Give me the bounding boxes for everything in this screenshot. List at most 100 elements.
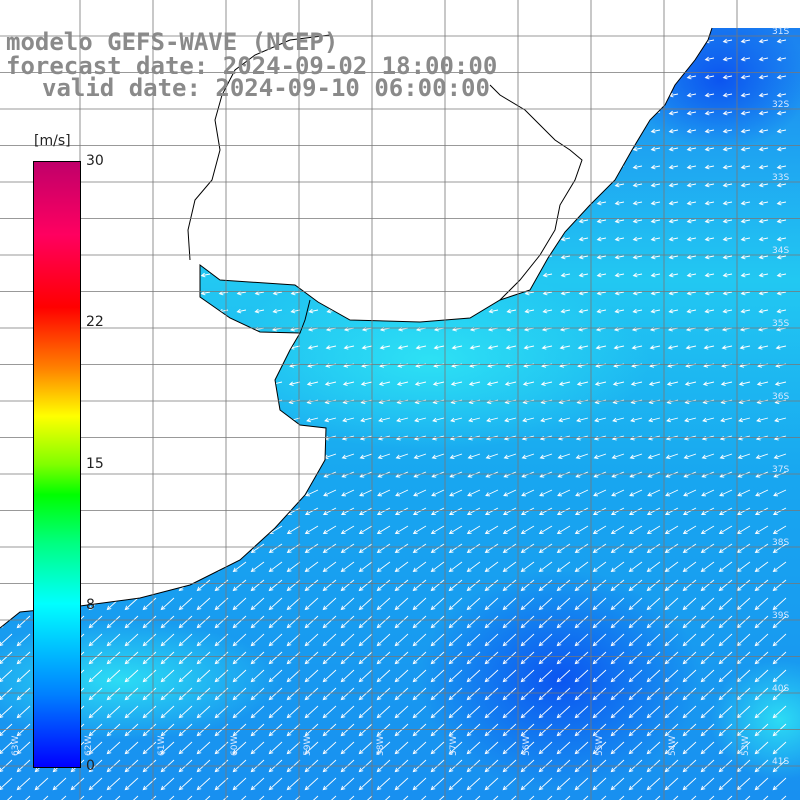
wind-arrow	[758, 182, 769, 188]
wind-arrow	[484, 579, 499, 592]
wind-arrow	[107, 435, 121, 441]
wind-arrow	[286, 741, 301, 755]
wind-arrow	[686, 290, 697, 296]
wind-arrow	[703, 345, 715, 350]
wind-arrow	[484, 561, 499, 572]
wind-arrow	[449, 453, 463, 460]
wind-arrow	[416, 218, 427, 224]
wind-arrow	[630, 381, 643, 386]
longitude-label: 55W	[595, 736, 605, 756]
wind-arrow	[340, 615, 355, 629]
wind-arrow	[253, 345, 265, 350]
wind-arrow	[772, 615, 787, 629]
wind-arrow	[466, 633, 481, 647]
wind-arrow	[700, 579, 715, 592]
wind-arrow	[646, 705, 661, 719]
wind-arrow	[232, 525, 247, 534]
wind-arrow	[412, 705, 427, 719]
wind-arrow	[322, 633, 337, 647]
wind-arrow	[556, 507, 571, 516]
wind-arrow	[538, 579, 553, 592]
wind-arrow	[610, 579, 625, 592]
wind-arrow	[110, 254, 121, 260]
wind-arrow	[772, 741, 787, 755]
wind-arrow	[718, 777, 733, 791]
wind-arrow	[448, 651, 463, 665]
wind-arrow	[340, 741, 355, 755]
wind-arrow	[647, 489, 661, 497]
wind-arrow	[128, 218, 139, 224]
wind-arrow	[776, 56, 787, 62]
wind-arrow	[718, 615, 733, 629]
wind-arrow	[614, 218, 625, 224]
wind-arrow	[182, 164, 193, 170]
wind-arrow	[232, 705, 247, 719]
wind-arrow	[452, 308, 463, 314]
wind-arrow	[196, 633, 211, 647]
wind-arrow	[377, 489, 391, 497]
wind-arrow	[722, 128, 733, 134]
colorbar-tick-label: 30	[86, 153, 104, 169]
wind-arrow	[758, 56, 769, 62]
wind-arrow	[376, 705, 391, 719]
wind-arrow	[686, 164, 697, 170]
wind-arrow	[217, 345, 229, 350]
wind-arrow	[434, 254, 445, 260]
wind-arrow	[146, 254, 157, 260]
wind-arrow	[432, 381, 445, 386]
wind-arrow	[704, 74, 715, 80]
wind-arrow	[290, 290, 301, 296]
wind-arrow	[538, 561, 553, 572]
wind-arrow	[2, 308, 13, 314]
wind-arrow	[718, 741, 733, 755]
wind-arrow	[16, 669, 31, 683]
wind-arrow	[232, 561, 247, 572]
wind-arrow	[430, 633, 445, 647]
wind-arrow	[161, 435, 175, 441]
wind-arrow	[484, 795, 499, 800]
wind-arrow	[758, 146, 769, 152]
wind-arrow	[610, 777, 625, 791]
wind-arrow	[395, 489, 409, 497]
wind-arrow	[668, 146, 679, 152]
wind-arrow	[124, 669, 139, 683]
wind-arrow	[322, 705, 337, 719]
wind-arrow	[646, 633, 661, 647]
wind-arrow	[502, 561, 517, 572]
wind-arrow	[704, 218, 715, 224]
wind-arrow	[538, 795, 553, 800]
wind-arrow	[629, 489, 643, 497]
wind-arrow	[416, 308, 427, 314]
wind-arrow	[251, 471, 265, 478]
wind-arrow	[0, 381, 13, 386]
wind-arrow	[88, 795, 103, 800]
longitude-label: 56W	[522, 736, 532, 756]
wind-arrow	[574, 633, 589, 647]
wind-arrow	[340, 579, 355, 592]
wind-arrow	[578, 218, 589, 224]
wind-arrow	[469, 345, 481, 350]
wind-arrow	[700, 507, 715, 516]
wind-arrow	[594, 381, 607, 386]
wind-arrow	[740, 308, 751, 314]
wind-arrow	[362, 182, 373, 188]
wind-arrow	[578, 254, 589, 260]
wind-arrow	[236, 200, 247, 206]
wind-arrow	[686, 110, 697, 116]
wind-arrow	[522, 381, 535, 386]
wind-arrow	[740, 128, 751, 134]
wind-arrow	[144, 417, 157, 423]
wind-arrow	[340, 705, 355, 719]
wind-arrow	[182, 182, 193, 188]
wind-arrow	[449, 489, 463, 497]
wind-arrow	[358, 651, 373, 665]
wind-arrow	[380, 182, 391, 188]
wind-arrow	[2, 110, 13, 116]
wind-arrow	[646, 651, 661, 665]
wind-arrow	[254, 110, 265, 116]
wind-arrow	[754, 651, 769, 665]
wind-arrow	[397, 345, 409, 350]
wind-arrow	[142, 687, 157, 701]
wind-arrow	[20, 236, 31, 242]
wind-arrow	[755, 489, 769, 497]
